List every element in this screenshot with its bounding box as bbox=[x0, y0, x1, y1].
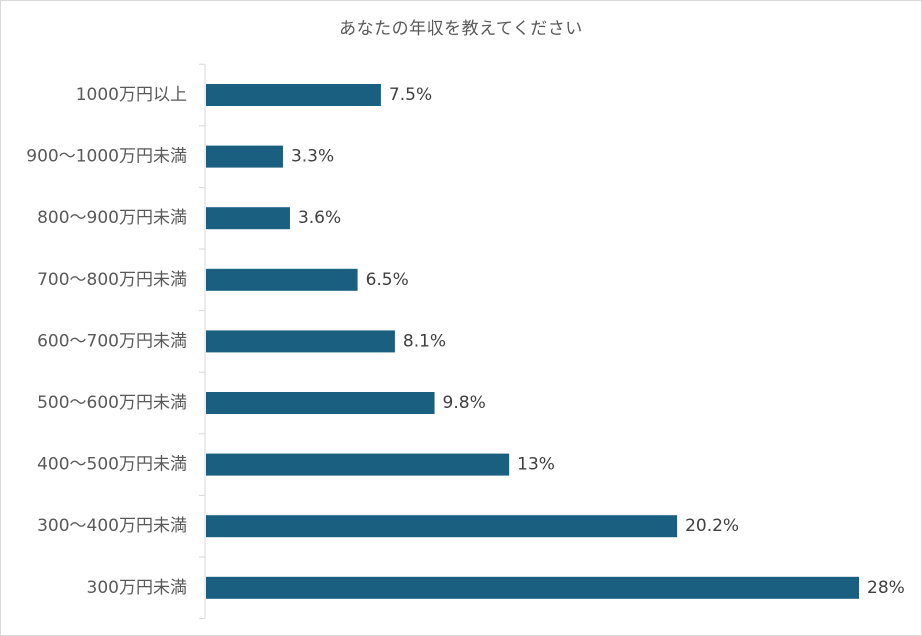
data-label: 9.8% bbox=[443, 393, 486, 413]
data-label: 13% bbox=[517, 455, 555, 475]
data-label: 8.1% bbox=[403, 331, 446, 351]
category-label: 300〜400万円未満 bbox=[37, 516, 187, 536]
bar bbox=[206, 268, 358, 291]
bar bbox=[206, 84, 381, 106]
data-label: 3.6% bbox=[298, 208, 341, 228]
data-label: 6.5% bbox=[366, 270, 409, 290]
category-label: 900〜1000万円未満 bbox=[26, 147, 187, 167]
bar bbox=[206, 392, 435, 414]
category-label: 800〜900万円未満 bbox=[37, 208, 187, 228]
category-label: 500〜600万円未満 bbox=[37, 393, 187, 413]
bar bbox=[206, 453, 510, 476]
bar bbox=[206, 515, 678, 538]
chart-title: あなたの年収を教えてください bbox=[339, 19, 583, 39]
bar bbox=[206, 145, 283, 168]
data-label: 7.5% bbox=[389, 85, 432, 105]
bar bbox=[206, 330, 395, 353]
data-label: 28% bbox=[867, 578, 905, 598]
bar bbox=[206, 576, 859, 599]
category-label: 400〜500万円未満 bbox=[37, 455, 187, 475]
bar bbox=[206, 207, 290, 230]
category-label: 600〜700万円未満 bbox=[37, 331, 187, 351]
data-label: 3.3% bbox=[291, 147, 334, 167]
category-label: 700〜800万円未満 bbox=[37, 270, 187, 290]
category-label: 300万円未満 bbox=[87, 578, 187, 598]
data-label: 20.2% bbox=[685, 516, 739, 536]
category-label: 1000万円以上 bbox=[76, 85, 187, 105]
